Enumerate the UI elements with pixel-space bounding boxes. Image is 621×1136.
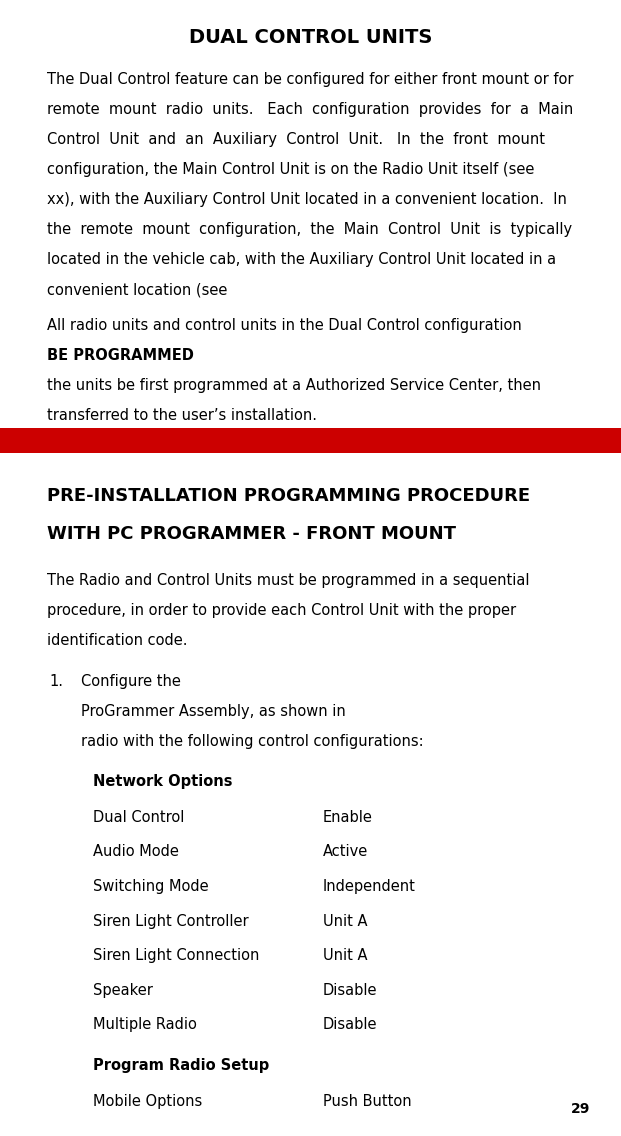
Text: The Radio and Control Units must be programmed in a sequential: The Radio and Control Units must be prog… xyxy=(47,573,529,587)
Text: WITH PC PROGRAMMER - FRONT MOUNT: WITH PC PROGRAMMER - FRONT MOUNT xyxy=(47,525,456,543)
Text: the units be first programmed at a Authorized Service Center, then: the units be first programmed at a Autho… xyxy=(47,378,540,393)
Text: DUAL CONTROL UNITS: DUAL CONTROL UNITS xyxy=(189,28,432,48)
Text: Disable: Disable xyxy=(323,983,378,997)
Text: Control  Unit  and  an  Auxiliary  Control  Unit.   In  the  front  mount: Control Unit and an Auxiliary Control Un… xyxy=(47,132,545,147)
Text: Multiple Radio: Multiple Radio xyxy=(93,1018,197,1033)
Text: 1.: 1. xyxy=(50,674,64,690)
Text: xx), with the Auxiliary Control Unit located in a convenient location.  In: xx), with the Auxiliary Control Unit loc… xyxy=(47,192,566,207)
Text: ProGrammer Assembly, as shown in: ProGrammer Assembly, as shown in xyxy=(81,704,350,719)
Text: Program Radio Setup: Program Radio Setup xyxy=(93,1058,270,1074)
Text: BE PROGRAMMED: BE PROGRAMMED xyxy=(47,348,194,364)
Text: Unit A: Unit A xyxy=(323,913,368,928)
Text: radio with the following control configurations:: radio with the following control configu… xyxy=(81,734,424,750)
Text: transferred to the user’s installation.: transferred to the user’s installation. xyxy=(47,408,317,424)
Text: PRE-INSTALLATION PROGRAMMING PROCEDURE: PRE-INSTALLATION PROGRAMMING PROCEDURE xyxy=(47,487,530,506)
Text: Audio Mode: Audio Mode xyxy=(93,844,179,859)
Text: Speaker: Speaker xyxy=(93,983,153,997)
Text: Configure the: Configure the xyxy=(81,674,185,690)
Text: procedure, in order to provide each Control Unit with the proper: procedure, in order to provide each Cont… xyxy=(47,602,515,618)
Text: remote  mount  radio  units.   Each  configuration  provides  for  a  Main: remote mount radio units. Each configura… xyxy=(47,102,573,117)
Text: Siren Light Controller: Siren Light Controller xyxy=(93,913,249,928)
Text: Unit A: Unit A xyxy=(323,949,368,963)
Text: Push Button: Push Button xyxy=(323,1094,412,1109)
Text: Independent: Independent xyxy=(323,879,416,894)
Text: Mobile Options: Mobile Options xyxy=(93,1094,202,1109)
Text: The Dual Control feature can be configured for either front mount or for: The Dual Control feature can be configur… xyxy=(47,72,573,86)
Text: 29: 29 xyxy=(571,1102,590,1116)
Text: All radio units and control units in the Dual Control configuration: All radio units and control units in the… xyxy=(47,318,526,333)
Text: Disable: Disable xyxy=(323,1018,378,1033)
Text: Siren Light Connection: Siren Light Connection xyxy=(93,949,260,963)
Bar xyxy=(0,428,621,453)
Text: Network Options: Network Options xyxy=(93,774,233,788)
Text: convenient location (see: convenient location (see xyxy=(47,282,232,298)
Text: the  remote  mount  configuration,  the  Main  Control  Unit  is  typically: the remote mount configuration, the Main… xyxy=(47,222,572,237)
Text: Active: Active xyxy=(323,844,368,859)
Text: Switching Mode: Switching Mode xyxy=(93,879,209,894)
Text: Enable: Enable xyxy=(323,810,373,825)
Text: configuration, the Main Control Unit is on the Radio Unit itself (see: configuration, the Main Control Unit is … xyxy=(47,161,538,177)
Text: identification code.: identification code. xyxy=(47,633,187,648)
Text: located in the vehicle cab, with the Auxiliary Control Unit located in a: located in the vehicle cab, with the Aux… xyxy=(47,252,556,267)
Text: Dual Control: Dual Control xyxy=(93,810,184,825)
